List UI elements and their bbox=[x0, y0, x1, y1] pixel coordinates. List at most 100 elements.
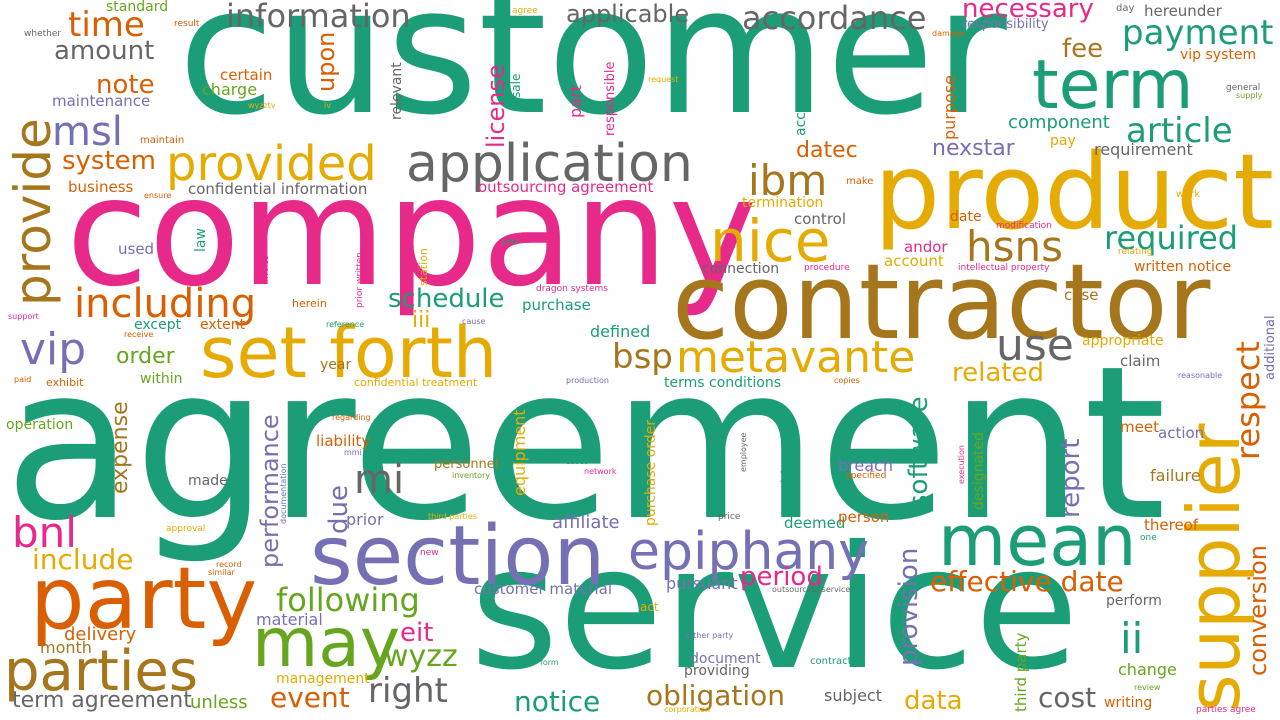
word-cause: cause bbox=[462, 317, 486, 326]
word-third-parties: third parties bbox=[428, 512, 477, 521]
word-providing: providing bbox=[684, 663, 750, 679]
word-right: right bbox=[368, 671, 448, 711]
word-inventory: inventory bbox=[452, 471, 491, 480]
word-time: time bbox=[68, 5, 145, 45]
word-relevant: relevant bbox=[389, 62, 405, 120]
word-fee: fee bbox=[1062, 34, 1104, 64]
word-whether: whether bbox=[24, 29, 62, 39]
word-confidential-treatment: confidential treatment bbox=[354, 376, 478, 389]
word-provide: provide bbox=[4, 118, 62, 306]
word-reasonable: reasonable bbox=[1178, 371, 1223, 380]
word-schedule: schedule bbox=[388, 284, 505, 314]
word-vip-system: vip system bbox=[1180, 47, 1257, 63]
word-liability: liability bbox=[316, 432, 371, 450]
word-outsourcing-agreement: outsourcing agreement bbox=[478, 178, 654, 196]
word-management: management bbox=[276, 671, 370, 687]
word-action: action bbox=[1158, 424, 1205, 442]
word-upon: upon bbox=[312, 31, 340, 92]
word-parties-agree: parties agree bbox=[1196, 705, 1256, 715]
word-standard: standard bbox=[106, 0, 169, 15]
word-provided: provided bbox=[166, 136, 377, 192]
word-pursuant: pursuant bbox=[666, 574, 738, 593]
word-party: party bbox=[30, 549, 258, 649]
word-period: period bbox=[740, 562, 823, 592]
word-mean: mean bbox=[938, 500, 1137, 582]
word-station: station bbox=[417, 248, 430, 286]
word-information: information bbox=[226, 0, 411, 35]
word-component: component bbox=[1008, 112, 1110, 133]
word-perform: perform bbox=[1106, 593, 1162, 609]
word-agreement: agreement bbox=[4, 320, 1167, 567]
word-unless: unless bbox=[190, 692, 248, 713]
word-plan: plan bbox=[502, 237, 520, 246]
word-bnl: bnl bbox=[12, 508, 77, 557]
word-document: document bbox=[690, 651, 761, 667]
word-material: material bbox=[256, 610, 323, 629]
word-work: work bbox=[1176, 189, 1201, 200]
word-month: month bbox=[40, 638, 92, 657]
word-extent: extent bbox=[200, 317, 246, 333]
word-order: order bbox=[116, 344, 175, 369]
word-designated: designated bbox=[971, 431, 987, 510]
word-data: data bbox=[904, 686, 963, 716]
word-herein: herein bbox=[292, 297, 327, 310]
word-year: year bbox=[320, 357, 352, 373]
word-affiliate: affiliate bbox=[552, 512, 620, 533]
word-price: price bbox=[718, 512, 741, 522]
word-act: act bbox=[640, 600, 659, 614]
word-eit: eit bbox=[400, 618, 434, 648]
word-notice: notice bbox=[514, 685, 601, 718]
word-responsibility: responsibility bbox=[962, 17, 1049, 32]
word-account: account bbox=[884, 252, 944, 270]
word-service: service bbox=[470, 510, 1079, 708]
word-parties: parties bbox=[4, 639, 199, 704]
word-part: part bbox=[566, 85, 585, 118]
word-make: make bbox=[846, 176, 874, 187]
word-customer: customer bbox=[178, 0, 1007, 154]
word-execution: execution bbox=[957, 445, 966, 484]
word-andor: andor bbox=[904, 238, 948, 256]
word-documentation: documentation bbox=[279, 463, 288, 524]
word-following: following bbox=[276, 581, 420, 619]
word-used: used bbox=[118, 240, 155, 258]
word-responsible: responsible bbox=[603, 61, 618, 136]
word-expense: expense bbox=[108, 401, 133, 494]
word-term-agreement: term agreement bbox=[12, 688, 192, 713]
word-effective-date: effective date bbox=[930, 565, 1124, 598]
word-request: request bbox=[648, 75, 679, 84]
word-may: may bbox=[252, 604, 401, 683]
word-ibm: ibm bbox=[748, 156, 828, 205]
word-corporation: corporation bbox=[664, 705, 711, 714]
word-problem: problem bbox=[778, 445, 796, 508]
word-report: report bbox=[1056, 438, 1086, 518]
word-conversion: conversion bbox=[1244, 545, 1272, 676]
word-purchase: purchase bbox=[522, 296, 591, 314]
word-within: within bbox=[140, 371, 183, 387]
word-wyzztv: wyzztv bbox=[248, 101, 276, 110]
word-datec: datec bbox=[796, 138, 858, 163]
word-approval: approval bbox=[166, 524, 206, 534]
word-mi: mi bbox=[354, 457, 405, 503]
word-damage: damage bbox=[932, 29, 965, 38]
word-contract: contract bbox=[810, 656, 852, 667]
word-hereunder: hereunder bbox=[1144, 2, 1222, 20]
word-maintain: maintain bbox=[140, 135, 185, 146]
word-regarding: regarding bbox=[332, 413, 371, 422]
word-customer-material: customer material bbox=[474, 580, 613, 598]
word-iv: iv bbox=[324, 101, 331, 110]
word-prior: prior bbox=[346, 510, 384, 529]
word-date: date bbox=[950, 209, 982, 225]
word-connection: connection bbox=[702, 261, 780, 277]
word-agree: agree bbox=[512, 6, 538, 16]
word-made: made bbox=[188, 473, 228, 489]
word-new: new bbox=[420, 548, 439, 558]
word-dragon-systems: dragon systems bbox=[536, 284, 608, 294]
word-charge: charge bbox=[202, 80, 258, 99]
word-accordance: accordance bbox=[742, 0, 927, 37]
word-software: software bbox=[904, 396, 934, 508]
word-failure: failure bbox=[1150, 466, 1201, 485]
word-support: support bbox=[8, 312, 39, 321]
word-general: general bbox=[1226, 83, 1261, 93]
word-section: section bbox=[310, 509, 606, 604]
